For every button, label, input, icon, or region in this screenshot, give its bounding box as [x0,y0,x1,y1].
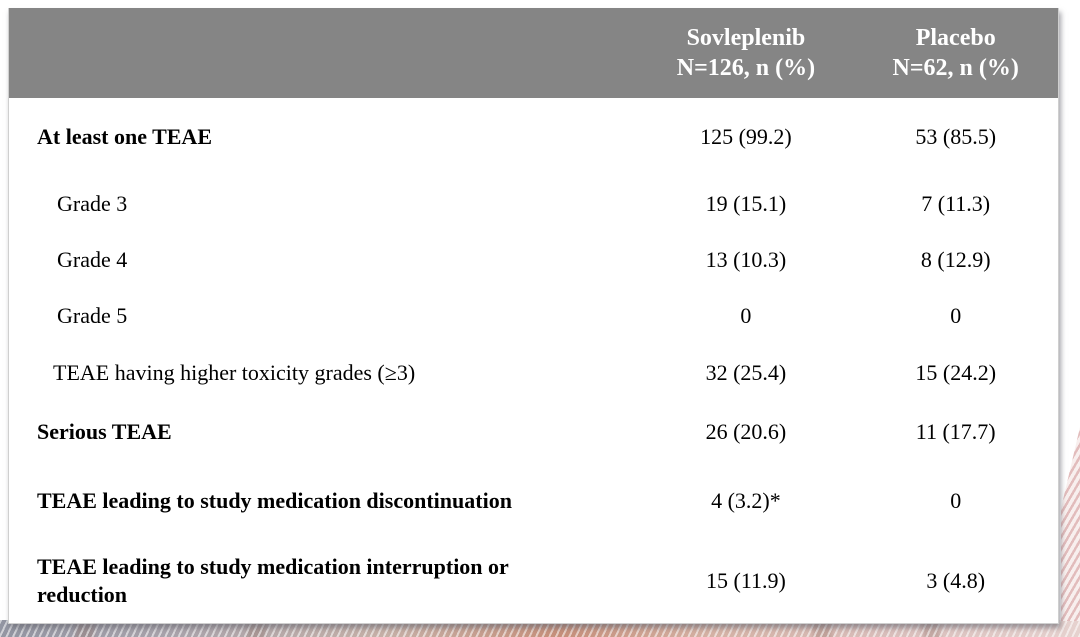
table-row: Serious TEAE 26 (20.6) 11 (17.7) [9,401,1058,463]
row-label: Serious TEAE [37,419,172,444]
table-body: At least one TEAE 125 (99.2) 53 (85.5) G… [9,98,1058,624]
sovleplenib-value: 19 (15.1) [705,191,787,216]
row-label: TEAE leading to study medication discont… [37,487,512,513]
row-label: Grade 3 [57,191,128,216]
row-label: Grade 5 [57,303,128,328]
placebo-value: 0 [950,487,962,513]
header-placebo: Placebo N=62, n (%) [853,8,1058,98]
header-placebo-name: Placebo [915,25,996,51]
table-row: TEAE leading to study medication interru… [9,538,1058,624]
sovleplenib-value: 125 (99.2) [700,124,792,149]
table-row: Grade 5 0 0 [9,288,1058,344]
row-label: TEAE leading to study medication interru… [37,554,509,607]
header-sovleplenib-name: Sovleplenib [686,25,806,51]
placebo-value: 15 (24.2) [915,359,997,385]
row-label: TEAE having higher toxicity grades (≥3) [53,359,416,385]
placebo-value: 0 [950,303,962,328]
header-row: Sovleplenib N=126, n (%) Placebo N=62, n… [9,8,1058,98]
header-placebo-n: N=62, n (%) [892,55,1019,81]
placebo-value: 11 (17.7) [915,419,996,444]
table-header: Sovleplenib N=126, n (%) Placebo N=62, n… [9,8,1058,98]
placebo-value: 7 (11.3) [921,191,991,216]
slide-bottom-decoration [0,620,1080,637]
sovleplenib-value: 32 (25.4) [705,359,787,385]
header-empty-cell [9,8,639,98]
teae-summary-table-card: Sovleplenib N=126, n (%) Placebo N=62, n… [8,8,1059,624]
table-row: Grade 3 19 (15.1) 7 (11.3) [9,176,1058,232]
placebo-value: 3 (4.8) [926,568,986,593]
sovleplenib-value: 26 (20.6) [705,419,787,444]
sovleplenib-value: 15 (11.9) [706,568,786,593]
teae-summary-table: Sovleplenib N=126, n (%) Placebo N=62, n… [9,8,1058,624]
sovleplenib-value: 13 (10.3) [705,247,787,272]
slide-right-decoration [1061,427,1080,621]
header-sovleplenib-n: N=126, n (%) [676,55,816,81]
table-row: TEAE leading to study medication discont… [9,463,1058,538]
placebo-value: 8 (12.9) [920,247,991,272]
sovleplenib-value: 0 [740,303,752,328]
table-row: Grade 4 13 (10.3) 8 (12.9) [9,232,1058,288]
row-label: Grade 4 [57,247,128,272]
table-row: At least one TEAE 125 (99.2) 53 (85.5) [9,98,1058,176]
table-row: TEAE having higher toxicity grades (≥3) … [9,344,1058,401]
placebo-value: 53 (85.5) [915,124,997,149]
row-label: At least one TEAE [37,124,212,149]
sovleplenib-value: 4 (3.2)* [711,487,781,513]
header-sovleplenib: Sovleplenib N=126, n (%) [638,8,854,98]
